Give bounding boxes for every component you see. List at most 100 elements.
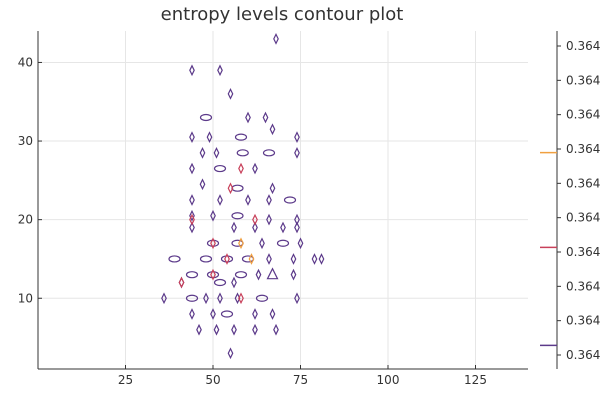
contour-line — [231, 184, 244, 192]
contour-line — [189, 131, 195, 143]
colorbar-tick-label: 0.364 — [566, 279, 600, 293]
contour-line — [290, 268, 297, 281]
contour-line — [259, 237, 265, 250]
contour-line — [210, 308, 216, 320]
contour-line — [248, 253, 255, 265]
contour-line — [245, 111, 251, 124]
contour-line — [189, 308, 195, 320]
contour-line — [210, 209, 216, 222]
contour-line — [266, 267, 279, 280]
contour-line — [262, 149, 276, 157]
contour-line — [294, 221, 300, 234]
contour-line — [199, 178, 206, 191]
contour-line — [199, 146, 206, 159]
y-ticks: 10 20 30 40 — [18, 55, 42, 305]
contour-line — [199, 113, 213, 122]
contour-line — [252, 162, 258, 175]
contour-line — [252, 308, 258, 320]
x-tick-label: 125 — [464, 373, 487, 387]
contour-line — [252, 221, 258, 234]
contour-line — [252, 323, 258, 336]
contour-line — [227, 347, 234, 360]
contour-line — [224, 253, 230, 265]
contour-line — [266, 253, 272, 265]
contour-line — [217, 194, 223, 206]
contour-line — [231, 323, 237, 336]
contour-line — [220, 310, 234, 318]
contour-line — [234, 133, 248, 141]
contour-line — [189, 64, 195, 77]
contour-line — [210, 268, 216, 281]
contour-line — [255, 268, 262, 281]
colorbar: 0.364 0.364 0.364 0.364 0.364 0.364 0.364 0.364… — [540, 31, 600, 369]
contour-line — [236, 149, 249, 157]
contour-line — [252, 213, 258, 226]
colorbar-tick-label: 0.364 — [566, 39, 600, 53]
contour-lines — [161, 32, 325, 360]
contour-line — [238, 237, 244, 250]
contour-line — [276, 239, 290, 247]
contour-line — [318, 253, 325, 265]
contour-line — [217, 292, 223, 305]
contour-line — [189, 162, 195, 175]
contour-line — [262, 111, 269, 124]
contour-line — [231, 239, 244, 247]
contour-line — [189, 221, 195, 234]
contour-line — [213, 323, 220, 336]
contour-line — [234, 271, 248, 279]
contour-line — [213, 278, 227, 287]
contour-line — [280, 221, 286, 234]
chart-title: entropy levels contour plot — [161, 4, 404, 25]
contour-line — [231, 276, 237, 289]
x-ticks: 25 50 75 100 125 — [118, 365, 487, 387]
contour-line — [227, 182, 234, 195]
colorbar-tick-label: 0.364 — [566, 348, 600, 362]
contour-line — [189, 194, 195, 206]
x-tick-label: 75 — [293, 373, 308, 387]
colorbar-tick-label: 0.364 — [566, 245, 600, 259]
y-tick-label: 40 — [18, 55, 33, 69]
contour-line — [283, 196, 297, 204]
contour-line — [220, 255, 234, 263]
y-tick-label: 10 — [18, 291, 33, 305]
contour-line — [213, 146, 220, 159]
contour-line — [269, 123, 276, 136]
contour-line — [266, 194, 272, 206]
contour-line — [294, 146, 300, 159]
contour-line — [168, 255, 181, 263]
contour-line — [241, 255, 255, 263]
x-tick-label: 25 — [118, 373, 133, 387]
contour-line — [266, 213, 272, 226]
contour-line — [238, 292, 244, 305]
colorbar-tick-label: 0.364 — [566, 108, 600, 122]
contour-line — [206, 131, 213, 143]
contour-line — [178, 276, 185, 289]
colorbar-tick-label: 0.364 — [566, 142, 600, 156]
contour-line — [294, 131, 300, 143]
contour-line — [294, 292, 300, 305]
contour-line — [273, 323, 279, 336]
contour-line — [199, 255, 213, 263]
contour-line — [189, 213, 195, 226]
contour-line — [161, 292, 167, 305]
contour-line — [185, 271, 199, 279]
contour-line — [210, 237, 216, 250]
y-tick-label: 20 — [18, 213, 33, 227]
contour-line — [227, 88, 234, 100]
grid — [38, 31, 528, 369]
contour-line — [255, 294, 269, 302]
contour-line — [185, 294, 199, 302]
contour-line — [189, 209, 195, 222]
contour-line — [269, 182, 276, 195]
contour-line — [269, 308, 276, 320]
plot-axes — [37, 31, 528, 370]
contour-line — [290, 253, 297, 265]
contour-line — [217, 64, 223, 77]
colorbar-tick-label: 0.364 — [566, 176, 600, 190]
contour-line — [206, 271, 220, 279]
contour-line — [231, 221, 237, 234]
colorbar-tick-label: 0.364 — [566, 314, 600, 328]
contour-line — [203, 292, 209, 305]
x-tick-label: 50 — [205, 373, 220, 387]
